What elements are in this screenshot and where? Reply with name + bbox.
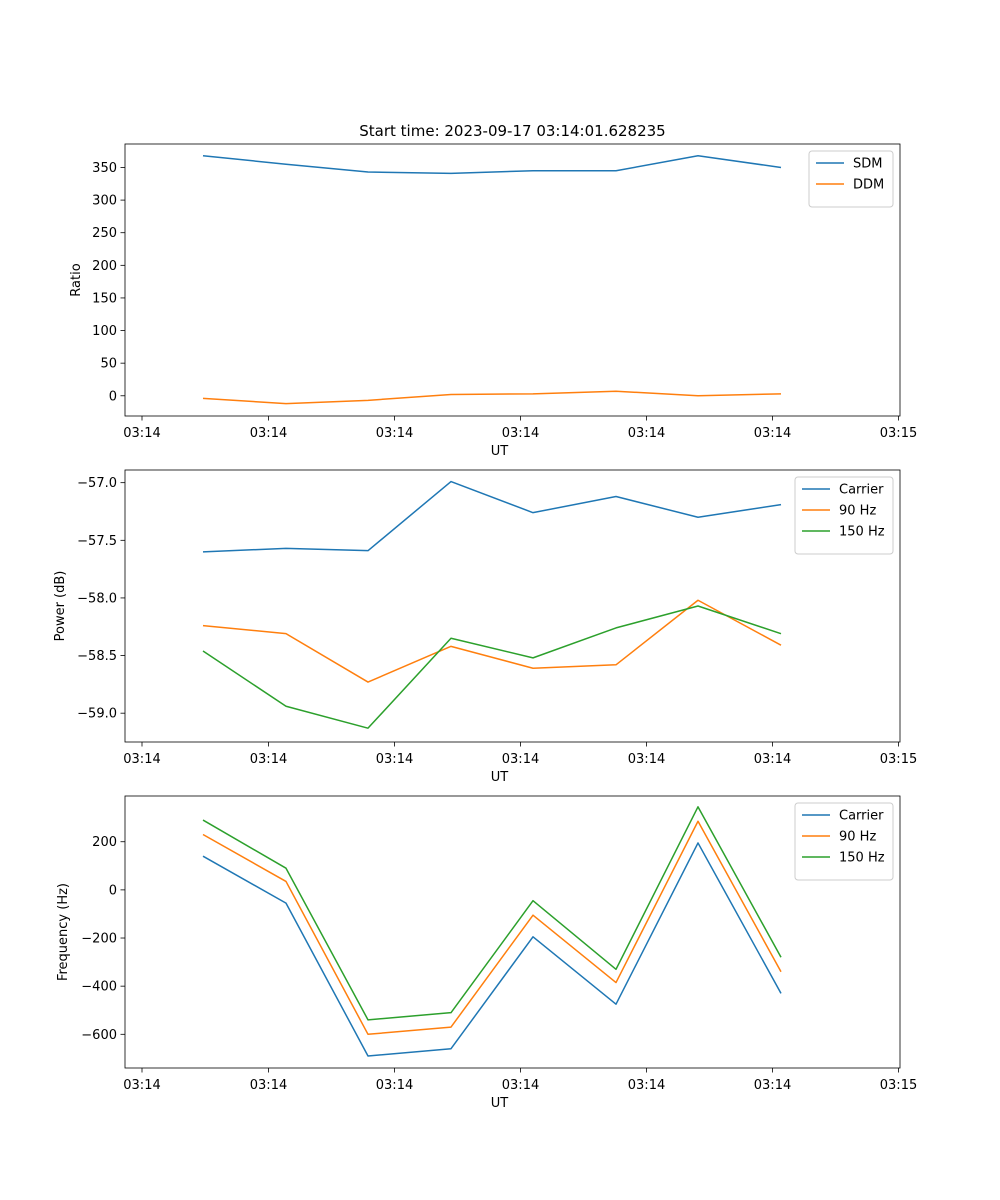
legend-label: 90 Hz [839,830,876,845]
legend-label: Carrier [839,483,884,498]
x-tick-label: 03:14 [754,1078,791,1093]
series-line-carrier [202,842,782,1057]
chart-power: 03:14 03:14 03:14 03:14 03:14 03:14 03:15 −59.0… [53,469,917,785]
y-tick-label: 100 [92,324,117,339]
y-tick-label: 0 [109,883,117,898]
y-tick-label: 0 [109,389,117,404]
x-tick-label: 03:14 [376,1078,413,1093]
y-tick-label: −200 [81,932,117,947]
axes-frame [124,795,901,1069]
legend-box [794,476,894,555]
legend: Carrier 90 Hz 150 Hz [794,476,894,555]
x-tick-label: 03:14 [123,752,160,767]
x-tick-label: 03:14 [628,1078,665,1093]
x-tick-label: 03:14 [502,426,539,441]
legend-label: DDM [853,178,884,193]
y-axis-label: Frequency (Hz) [56,883,71,981]
y-tick-label: −600 [81,1028,117,1043]
x-tick-label: 03:14 [250,426,287,441]
y-axis-label: Ratio [69,263,84,296]
chart-frequency: 03:14 03:14 03:14 03:14 03:14 03:14 03:15 −600 −… [56,795,917,1111]
y-tick-label: 250 [92,226,117,241]
y-tick-label: −59.0 [77,707,117,722]
x-tick-label: 03:15 [880,426,917,441]
x-tick-label: 03:15 [880,1078,917,1093]
y-tick-label: −57.0 [77,476,117,491]
figure-title: Start time: 2023-09-17 03:14:01.628235 [359,122,665,140]
x-tick-label: 03:14 [123,426,160,441]
legend-label: Carrier [839,809,884,824]
x-tick-label: 03:14 [754,752,791,767]
y-tick-label: 350 [92,161,117,176]
x-axis-label: UT [491,444,509,459]
y-tick-label: −58.0 [77,591,117,606]
legend-box [808,150,894,208]
x-axis-label: UT [491,1096,509,1111]
y-tick-label: 150 [92,291,117,306]
x-tick-label: 03:14 [376,426,413,441]
series-line-90-hz [202,820,782,1036]
x-tick-label: 03:14 [502,752,539,767]
x-tick-label: 03:14 [376,752,413,767]
y-tick-label: −58.5 [77,649,117,664]
series-line-150-hz [202,605,782,729]
series-line-ddm [202,390,782,405]
legend-label: 150 Hz [839,525,885,540]
x-axis-label: UT [491,770,509,785]
y-tick-label: 300 [92,194,117,209]
x-tick-label: 03:14 [502,1078,539,1093]
legend-label: 90 Hz [839,504,876,519]
x-tick-label: 03:14 [754,426,791,441]
legend-label: 150 Hz [839,851,885,866]
x-tick-label: 03:14 [628,426,665,441]
y-tick-label: −57.5 [77,534,117,549]
series-line-carrier [202,480,782,553]
y-tick-label: 50 [100,357,117,372]
x-tick-label: 03:14 [250,1078,287,1093]
x-tick-label: 03:14 [628,752,665,767]
legend: SDM DDM [808,150,894,208]
series-line-150-hz [202,806,782,1021]
x-tick-label: 03:15 [880,752,917,767]
y-tick-label: −400 [81,980,117,995]
y-tick-label: 200 [92,835,117,850]
legend: Carrier 90 Hz 150 Hz [794,802,894,881]
legend-box [794,802,894,881]
series-line-sdm [202,154,782,175]
y-axis-label: Power (dB) [53,571,68,642]
y-tick-label: 200 [92,259,117,274]
axes-frame [124,469,901,743]
x-tick-label: 03:14 [250,752,287,767]
chart-ratio: 03:14 03:14 03:14 03:14 03:14 03:14 03:15 0 50 10… [69,143,917,459]
series-line-90-hz [202,599,782,683]
legend-label: SDM [853,157,882,172]
x-tick-label: 03:14 [123,1078,160,1093]
axes-frame [124,143,901,417]
